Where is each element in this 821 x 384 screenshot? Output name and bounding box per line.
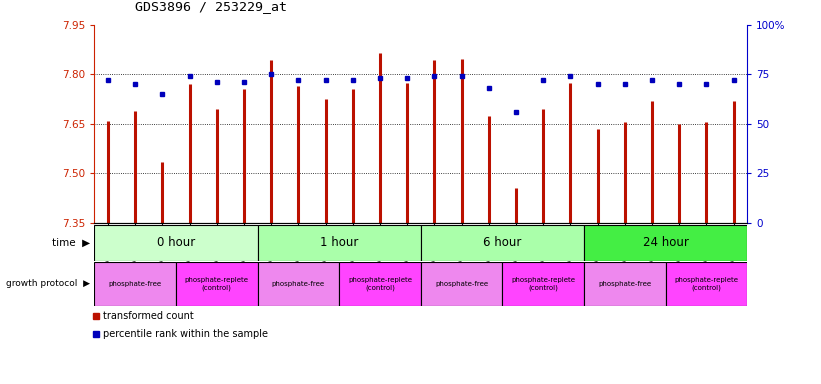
Text: 24 hour: 24 hour [643,237,689,249]
Text: 6 hour: 6 hour [484,237,521,249]
Bar [176,262,258,306]
Text: 1 hour: 1 hour [320,237,358,249]
Text: 0 hour: 0 hour [157,237,195,249]
Bar [421,225,584,261]
Text: transformed count: transformed count [103,311,193,321]
Text: phosphate-replete
(control): phosphate-replete (control) [674,277,738,291]
Text: growth protocol  ▶: growth protocol ▶ [7,280,90,288]
Bar [339,262,421,306]
Bar [94,262,176,306]
Bar [421,262,502,306]
Bar [666,262,747,306]
Text: time  ▶: time ▶ [53,238,90,248]
Bar [584,262,666,306]
Bar [258,262,339,306]
Text: phosphate-replete
(control): phosphate-replete (control) [185,277,249,291]
Text: phosphate-free: phosphate-free [272,281,325,287]
Bar [258,225,421,261]
Text: phosphate-free: phosphate-free [435,281,488,287]
Text: GDS3896 / 253229_at: GDS3896 / 253229_at [135,0,287,13]
Text: phosphate-free: phosphate-free [599,281,651,287]
Text: percentile rank within the sample: percentile rank within the sample [103,329,268,339]
Text: phosphate-free: phosphate-free [108,281,162,287]
Bar [584,225,747,261]
Text: phosphate-replete
(control): phosphate-replete (control) [511,277,576,291]
Bar [94,225,258,261]
Bar [502,262,584,306]
Text: phosphate-replete
(control): phosphate-replete (control) [348,277,412,291]
